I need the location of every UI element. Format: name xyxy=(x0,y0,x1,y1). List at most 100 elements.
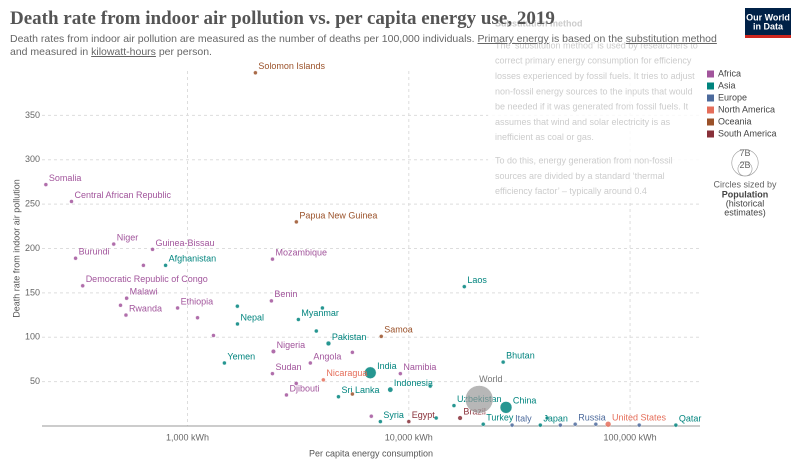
point xyxy=(118,303,123,308)
point xyxy=(320,305,325,311)
point xyxy=(43,182,49,187)
y-tick-label: 50 xyxy=(30,376,40,386)
legend-label: Africa xyxy=(718,68,741,78)
point-label: Angola xyxy=(313,351,341,361)
y-tick-label: 100 xyxy=(25,332,40,342)
subtitle-text: and measured in xyxy=(10,46,92,58)
point xyxy=(605,421,612,428)
point-label: Nicaragua xyxy=(326,368,367,378)
point xyxy=(451,403,457,408)
point-label: Sri Lanka xyxy=(341,385,379,395)
point xyxy=(150,247,155,252)
point xyxy=(462,284,467,289)
point xyxy=(141,263,146,268)
point xyxy=(350,391,355,397)
point xyxy=(509,422,515,428)
subtitle-link[interactable]: Primary energy xyxy=(477,33,549,45)
legend-swatch xyxy=(707,106,714,114)
x-axis-label: Per capita energy consumption xyxy=(309,448,433,458)
tooltip-text: non-fossil energy sources to the inputs … xyxy=(495,86,693,96)
point xyxy=(406,419,411,424)
tooltip-box xyxy=(488,12,704,202)
point-label: Niger xyxy=(117,232,139,242)
point-label: India xyxy=(377,361,397,371)
point xyxy=(500,359,506,365)
point-label: Solomon Islands xyxy=(258,61,325,71)
subtitle-link[interactable]: substitution method xyxy=(625,33,717,45)
subtitle-text: is based on the xyxy=(548,33,626,45)
point-label: Yemen xyxy=(227,351,255,361)
point-label: Somalia xyxy=(49,173,82,183)
point xyxy=(350,350,355,355)
point-label: Papua New Guinea xyxy=(299,210,377,220)
point-label: Pakistan xyxy=(332,332,367,342)
point xyxy=(175,305,180,311)
tooltip-text: inefficient as coal or gas. xyxy=(495,132,594,142)
point xyxy=(73,256,78,261)
point-label: Egypt xyxy=(412,410,436,420)
point xyxy=(378,419,383,424)
point xyxy=(269,298,274,304)
point xyxy=(308,360,313,366)
point xyxy=(379,334,384,339)
tooltip-text: assumes that wind and solar electricity … xyxy=(495,117,671,127)
subtitle-text: Death rates from indoor air pollution ar… xyxy=(10,33,478,45)
point-label: Namibia xyxy=(403,362,436,372)
tooltip-text: be needed if it was generated from fossi… xyxy=(495,102,689,112)
point xyxy=(457,415,463,421)
point xyxy=(294,219,299,225)
point-label: Turkey xyxy=(486,413,514,423)
legend-label: Europe xyxy=(718,92,747,102)
size-legend-label: 7B xyxy=(739,148,750,158)
point xyxy=(428,383,433,389)
legend-label: Oceania xyxy=(718,116,752,126)
logo-text: in Data xyxy=(753,21,784,31)
point xyxy=(284,392,289,398)
x-tick-label: 10,000 kWh xyxy=(385,432,433,442)
subtitle-link[interactable]: kilowatt-hours xyxy=(91,46,156,58)
legend-label: North America xyxy=(718,104,775,114)
legend-swatch xyxy=(707,130,714,138)
y-axis-label: Death rate from indoor air pollution xyxy=(11,179,21,318)
point xyxy=(80,283,85,288)
chart-title: Death rate from indoor air pollution vs.… xyxy=(10,8,555,29)
point-label: Nepal xyxy=(240,312,264,322)
size-legend-subtitle: (historical xyxy=(726,198,765,208)
point xyxy=(163,263,168,268)
point xyxy=(387,386,394,393)
point-label: Democratic Republic of Congo xyxy=(86,274,208,284)
x-tick-label: 100,000 kWh xyxy=(604,432,657,442)
point xyxy=(544,415,550,421)
point xyxy=(369,414,374,419)
logo-text: Our World xyxy=(746,12,790,22)
point-label: Benin xyxy=(274,289,297,299)
point xyxy=(69,199,74,204)
point xyxy=(573,422,578,427)
legend-swatch xyxy=(707,118,714,126)
point xyxy=(673,422,679,428)
point-label: Samoa xyxy=(384,325,413,335)
point xyxy=(398,371,403,376)
point xyxy=(195,315,200,320)
point xyxy=(637,422,642,428)
chart-subtitle: Death rates from indoor air pollution ar… xyxy=(10,33,720,59)
point-label: Russia xyxy=(578,413,606,423)
size-legend-subtitle: estimates) xyxy=(724,207,766,217)
size-legend-circle xyxy=(737,161,753,177)
x-tick-label: 1,000 kWh xyxy=(166,432,209,442)
point-label: Malawi xyxy=(130,287,158,297)
point-label: Afghanistan xyxy=(169,254,217,264)
point-label: World xyxy=(479,374,502,384)
point xyxy=(434,415,439,421)
tooltip-title: Substitution method xyxy=(495,18,583,28)
point xyxy=(538,422,543,428)
point xyxy=(270,371,275,376)
point xyxy=(321,377,326,383)
y-tick-label: 350 xyxy=(25,110,40,120)
y-tick-label: 300 xyxy=(25,154,40,164)
tooltip-text: sources are divided by a standard ‘therm… xyxy=(495,171,665,181)
size-legend-title: Circles sized by xyxy=(713,179,777,189)
point xyxy=(235,303,240,309)
